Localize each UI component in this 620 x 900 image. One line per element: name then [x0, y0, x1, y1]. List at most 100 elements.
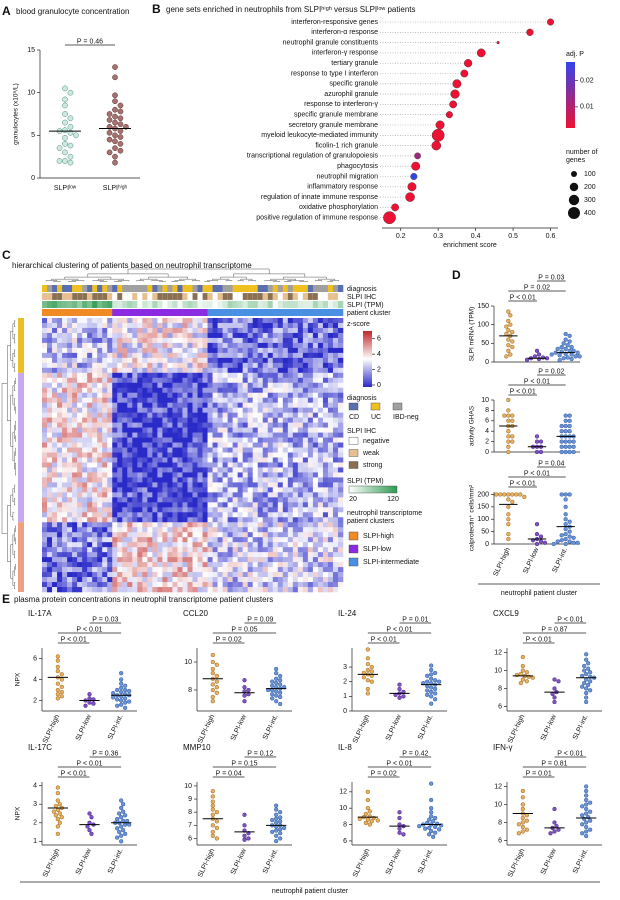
- heatmap-cell: [242, 527, 248, 533]
- heatmap-cell: [87, 357, 93, 364]
- heatmap-cell: [292, 417, 299, 423]
- diagnosis-cell: [62, 285, 68, 292]
- heatmap-cell: [257, 407, 264, 413]
- heatmap-cell: [92, 402, 98, 408]
- heatmap-cell: [172, 387, 178, 394]
- heatmap-cell: [127, 372, 133, 379]
- heatmap-cell: [242, 587, 248, 593]
- heatmap-cell: [327, 542, 334, 548]
- heatmap-cell: [112, 402, 118, 408]
- heatmap-cell: [332, 542, 339, 548]
- heatmap-cell: [252, 527, 259, 533]
- heatmap-cell: [157, 347, 163, 354]
- heatmap-cell: [262, 522, 269, 528]
- cluster-cell: [132, 309, 138, 316]
- heatmap-cell: [287, 487, 294, 493]
- data-point: [429, 828, 434, 834]
- heatmap-cell: [62, 452, 68, 458]
- heatmap-cell: [147, 357, 153, 364]
- heatmap-cell: [87, 552, 93, 558]
- heatmap-cell: [107, 572, 113, 578]
- heatmap-cell: [57, 337, 63, 344]
- heatmap-cell: [187, 562, 193, 568]
- heatmap-cell: [172, 567, 178, 573]
- heatmap-cell: [107, 517, 113, 523]
- heatmap-cell: [167, 527, 173, 533]
- heatmap-cell: [182, 422, 188, 428]
- heatmap-cell: [157, 492, 163, 498]
- heatmap-cell: [322, 462, 329, 468]
- heatmap-cell: [222, 452, 228, 458]
- heatmap-cell: [247, 437, 253, 443]
- heatmap-cell: [102, 472, 108, 478]
- heatmap-cell: [77, 442, 83, 448]
- heatmap-cell: [197, 347, 203, 354]
- data-point: [112, 132, 118, 139]
- heatmap-cell: [292, 457, 299, 463]
- heatmap-cell: [252, 412, 259, 418]
- heatmap-cell: [67, 427, 73, 433]
- heatmap-cell: [327, 537, 334, 543]
- heatmap-cell: [267, 547, 274, 553]
- x-axis-label: neutrophil patient cluster: [272, 888, 349, 895]
- heatmap-cell: [157, 442, 163, 448]
- heatmap-cell: [157, 352, 163, 359]
- p-value: P < 0.01: [526, 636, 552, 643]
- data-point: [62, 158, 68, 164]
- heatmap-cell: [122, 567, 128, 573]
- heatmap-cell: [62, 527, 68, 533]
- heatmap-cell: [177, 437, 183, 443]
- heatmap-cell: [72, 477, 78, 483]
- heatmap-cell: [277, 512, 284, 518]
- cluster-cell: [207, 309, 213, 316]
- heatmap-cell: [292, 412, 299, 418]
- heatmap-cell: [272, 527, 279, 533]
- heatmap-cell: [297, 442, 304, 448]
- heatmap-cell: [277, 492, 284, 498]
- data-point: [365, 647, 370, 652]
- data-point: [552, 820, 557, 825]
- data-point: [425, 673, 430, 678]
- x-tick-label: SLPI-high: [352, 714, 371, 745]
- heatmap-cell: [72, 362, 78, 369]
- dendrogram: [127, 268, 270, 274]
- term-label: azurophil granule: [324, 91, 378, 98]
- heatmap-cell: [177, 517, 183, 523]
- heatmap-cell: [247, 412, 253, 418]
- heatmap-cell: [307, 342, 314, 349]
- heatmap-cell: [107, 352, 113, 359]
- heatmap-cell: [162, 562, 168, 568]
- heatmap-cell: [237, 452, 243, 458]
- diagnosis-cell: [137, 285, 143, 292]
- heatmap-cell: [162, 422, 168, 428]
- data-point: [55, 790, 60, 796]
- data-point: [567, 423, 572, 429]
- heatmap-cell: [237, 572, 243, 578]
- heatmap-cell: [277, 572, 284, 578]
- p-value: P < 0.01: [524, 378, 550, 385]
- heatmap-cell: [67, 362, 73, 369]
- heatmap-cell: [177, 507, 183, 513]
- heatmap-cell: [122, 527, 128, 533]
- heatmap-cell: [52, 517, 58, 523]
- heatmap-cell: [302, 327, 309, 334]
- heatmap-cell: [222, 387, 228, 394]
- heatmap-cell: [177, 497, 183, 503]
- heatmap-cell: [297, 422, 304, 428]
- heatmap-cell: [222, 362, 228, 369]
- heatmap-cell: [242, 522, 248, 528]
- heatmap-cell: [282, 367, 289, 374]
- y-tick-label: 1: [343, 693, 347, 700]
- ihc-cell: [117, 292, 123, 301]
- data-point: [552, 829, 557, 834]
- heatmap-cell: [177, 582, 183, 588]
- heatmap-cell: [112, 512, 118, 518]
- heatmap-cell: [247, 352, 253, 359]
- heatmap-cell: [227, 482, 233, 488]
- heatmap-cell: [192, 512, 198, 518]
- data-point: [548, 831, 553, 836]
- heatmap-cell: [122, 402, 128, 408]
- heatmap-cell: [167, 552, 173, 558]
- heatmap-cell: [192, 577, 198, 583]
- heatmap-cell: [47, 507, 53, 513]
